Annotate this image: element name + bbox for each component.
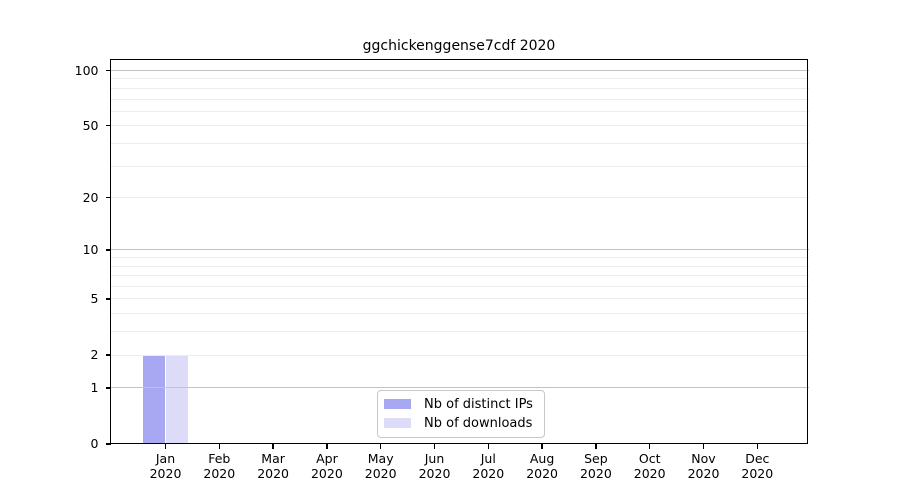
gridline-minor xyxy=(111,125,809,127)
y-tick-mark xyxy=(105,354,111,356)
y-tick-mark xyxy=(105,443,111,445)
x-tick-label-line: 2020 xyxy=(310,466,343,481)
x-tick-mark xyxy=(595,444,597,449)
x-tick-label: Oct 2020 xyxy=(620,451,680,481)
y-tick-label: 10 xyxy=(82,241,99,257)
gridline-minor xyxy=(111,110,809,112)
gridline-minor xyxy=(111,87,809,89)
gridline-minor xyxy=(111,265,809,267)
x-tick-label-line: Jan xyxy=(155,451,176,466)
x-tick-label: Dec 2020 xyxy=(727,451,787,481)
gridline-major xyxy=(111,387,809,389)
gridline-minor xyxy=(111,313,809,315)
gridline-major xyxy=(111,70,809,71)
gridline-minor xyxy=(111,354,809,356)
x-tick-label-line: Jun xyxy=(424,451,445,466)
x-tick-label-line: 2020 xyxy=(633,466,666,481)
x-tick-mark xyxy=(164,444,167,449)
y-tick-label: 100 xyxy=(74,62,99,78)
legend: Nb of distinct IPs Nb of downloads xyxy=(377,389,545,438)
y-tick-mark xyxy=(105,249,111,251)
gridline-minor xyxy=(111,286,809,288)
x-tick-label: Sep 2020 xyxy=(566,451,626,481)
y-tick-label: 20 xyxy=(82,189,99,205)
y-tick-label: 1 xyxy=(90,379,99,395)
x-tick-mark xyxy=(649,444,651,449)
x-tick-label-line: Dec xyxy=(745,451,770,466)
x-tick-label-line: Feb xyxy=(208,451,231,466)
x-tick-label-line: Mar xyxy=(261,451,285,466)
x-tick-label-line: 2020 xyxy=(687,466,720,481)
x-tick-label-line: Oct xyxy=(638,451,661,466)
y-tick-mark xyxy=(105,69,111,72)
x-tick-label-line: 2020 xyxy=(472,466,505,481)
gridline-minor xyxy=(111,142,809,144)
bar-distinct-ips xyxy=(143,355,166,444)
legend-label: Nb of downloads xyxy=(424,415,533,431)
y-tick-mark xyxy=(105,196,111,199)
y-tick-label: 50 xyxy=(82,117,99,133)
x-tick-label: Jun 2020 xyxy=(405,451,465,481)
x-tick-mark xyxy=(326,444,328,449)
x-tick-label: Jan 2020 xyxy=(136,451,196,481)
legend-item: Nb of distinct IPs xyxy=(378,397,544,412)
x-tick-mark xyxy=(380,444,382,449)
gridline-minor xyxy=(111,78,809,80)
x-tick-label-line: May xyxy=(367,451,394,466)
y-tick-label: 0 xyxy=(90,436,99,451)
x-tick-label: Mar 2020 xyxy=(243,451,303,481)
gridline-minor xyxy=(111,331,809,333)
y-tick-mark xyxy=(105,125,111,127)
x-tick-label-line: 2020 xyxy=(364,466,397,481)
x-tick-label: Nov 2020 xyxy=(674,451,734,481)
gridline-minor xyxy=(111,298,809,300)
x-tick-label-line: 2020 xyxy=(526,466,558,481)
gridline-minor xyxy=(111,165,809,167)
x-tick-label-line: 2020 xyxy=(257,466,289,481)
legend-item: Nb of downloads xyxy=(378,416,544,431)
x-tick-label-line: 2020 xyxy=(579,466,612,481)
x-tick-mark xyxy=(218,444,220,449)
x-tick-label-line: 2020 xyxy=(418,466,451,481)
x-tick-label-line: Sep xyxy=(584,451,608,466)
x-tick-label-line: 2020 xyxy=(149,466,182,481)
x-tick-label-line: 2020 xyxy=(741,466,774,481)
x-tick-mark xyxy=(433,444,436,449)
gridline-major xyxy=(111,249,809,251)
y-tick-mark xyxy=(105,387,111,389)
y-tick-mark xyxy=(105,298,111,300)
x-tick-label-line: Jul xyxy=(480,451,496,466)
y-tick-label: 5 xyxy=(90,290,99,306)
x-tick-mark xyxy=(272,444,274,449)
legend-swatch xyxy=(384,399,411,409)
x-tick-label-line: 2020 xyxy=(203,466,236,481)
x-tick-label-line: Apr xyxy=(316,451,338,466)
x-tick-mark xyxy=(756,444,758,449)
x-tick-label: Feb 2020 xyxy=(189,451,249,481)
chart-title: ggchickenggense7cdf 2020 xyxy=(362,38,556,54)
x-tick-label: May 2020 xyxy=(351,451,411,481)
x-tick-label: Aug 2020 xyxy=(512,451,572,481)
x-tick-mark xyxy=(487,444,489,449)
x-tick-label: Jul 2020 xyxy=(458,451,518,481)
x-tick-label-line: Aug xyxy=(529,451,555,466)
bar-downloads xyxy=(165,355,188,444)
gridline-minor xyxy=(111,257,809,259)
legend-swatch xyxy=(384,418,411,428)
x-tick-mark xyxy=(541,444,543,449)
x-tick-label: Apr 2020 xyxy=(297,451,357,481)
gridline-minor xyxy=(111,197,809,199)
gridline-minor xyxy=(111,98,809,100)
x-tick-mark xyxy=(702,444,705,449)
x-tick-label-line: Nov xyxy=(691,451,716,466)
gridline-minor xyxy=(111,275,809,277)
legend-label: Nb of distinct IPs xyxy=(424,396,533,412)
y-tick-label: 2 xyxy=(90,347,99,363)
